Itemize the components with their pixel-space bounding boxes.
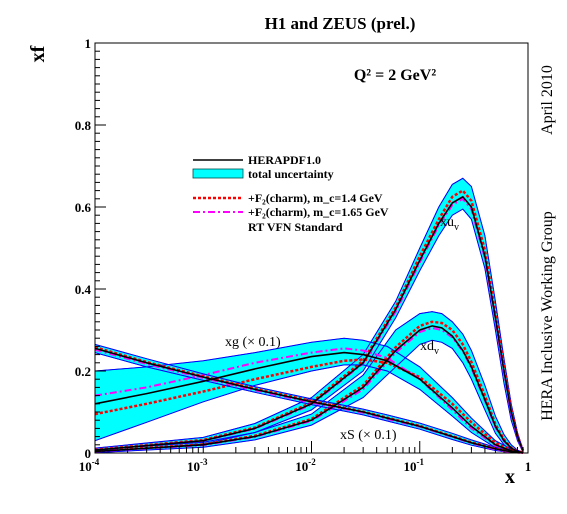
legend-label-mc14: +F₂(charm), m_c=1.4 GeV xyxy=(248,191,383,205)
legend-label-rt: RT VFN Standard xyxy=(248,220,343,234)
y-tick-label: 0.6 xyxy=(75,200,92,215)
x-tick-label: 10-3 xyxy=(187,457,208,474)
central-curves xyxy=(94,195,524,454)
legend-label-band: total uncertainty xyxy=(248,167,334,181)
axis-ticks xyxy=(94,42,529,454)
legend-swatch-band xyxy=(192,168,244,179)
x-tick-label: 10-4 xyxy=(79,457,100,474)
x-axis-label: x xyxy=(505,466,515,488)
side-date: April 2010 xyxy=(539,65,556,135)
legend-label-hera: HERAPDF1.0 xyxy=(248,153,321,167)
legend: HERAPDF1.0 total uncertainty +F₂(charm),… xyxy=(192,153,389,234)
y-tick-label: 0.4 xyxy=(75,282,92,297)
curve-central-xdv xyxy=(94,325,524,454)
curve-label-xg: xg (× 0.1) xyxy=(225,335,281,350)
curve-label-xs: xS (× 0.1) xyxy=(340,428,397,443)
x-tick-label: 10-2 xyxy=(295,457,316,474)
curve-central-xuv xyxy=(94,195,524,452)
curve-label-xuv: xuv xyxy=(440,215,459,233)
q2-annotation: Q² = 2 GeV² xyxy=(354,67,436,84)
curve-mc165-xg xyxy=(94,347,524,454)
curve-mc14-xg xyxy=(94,358,524,454)
band-lower-xuv xyxy=(94,208,524,453)
side-group: HERA Inclusive Working Group xyxy=(539,211,556,421)
band-upper-xuv xyxy=(94,177,524,450)
x-tick-label: 10-1 xyxy=(404,457,425,474)
x-tick-label: 1 xyxy=(525,459,532,474)
chart-title: H1 and ZEUS (prel.) xyxy=(265,14,416,33)
y-tick-label: 0.2 xyxy=(75,364,91,379)
y-tick-label: 1 xyxy=(85,36,92,51)
band-lower-xg xyxy=(94,364,524,454)
band-upper-xdv xyxy=(94,311,524,453)
y-axis-label: xf xyxy=(27,45,49,62)
axis-tick-labels: 0 0.2 0.4 0.6 0.8 1 10-4 10-3 10-2 10-1 1 xyxy=(75,36,532,474)
curve-mc165-xs xyxy=(94,348,524,454)
legend-label-mc165: +F₂(charm), m_c=1.65 GeV xyxy=(248,205,389,219)
y-tick-label: 0 xyxy=(85,446,92,461)
y-tick-label: 0.8 xyxy=(75,118,92,133)
curve-label-xdv: xdv xyxy=(420,339,439,357)
